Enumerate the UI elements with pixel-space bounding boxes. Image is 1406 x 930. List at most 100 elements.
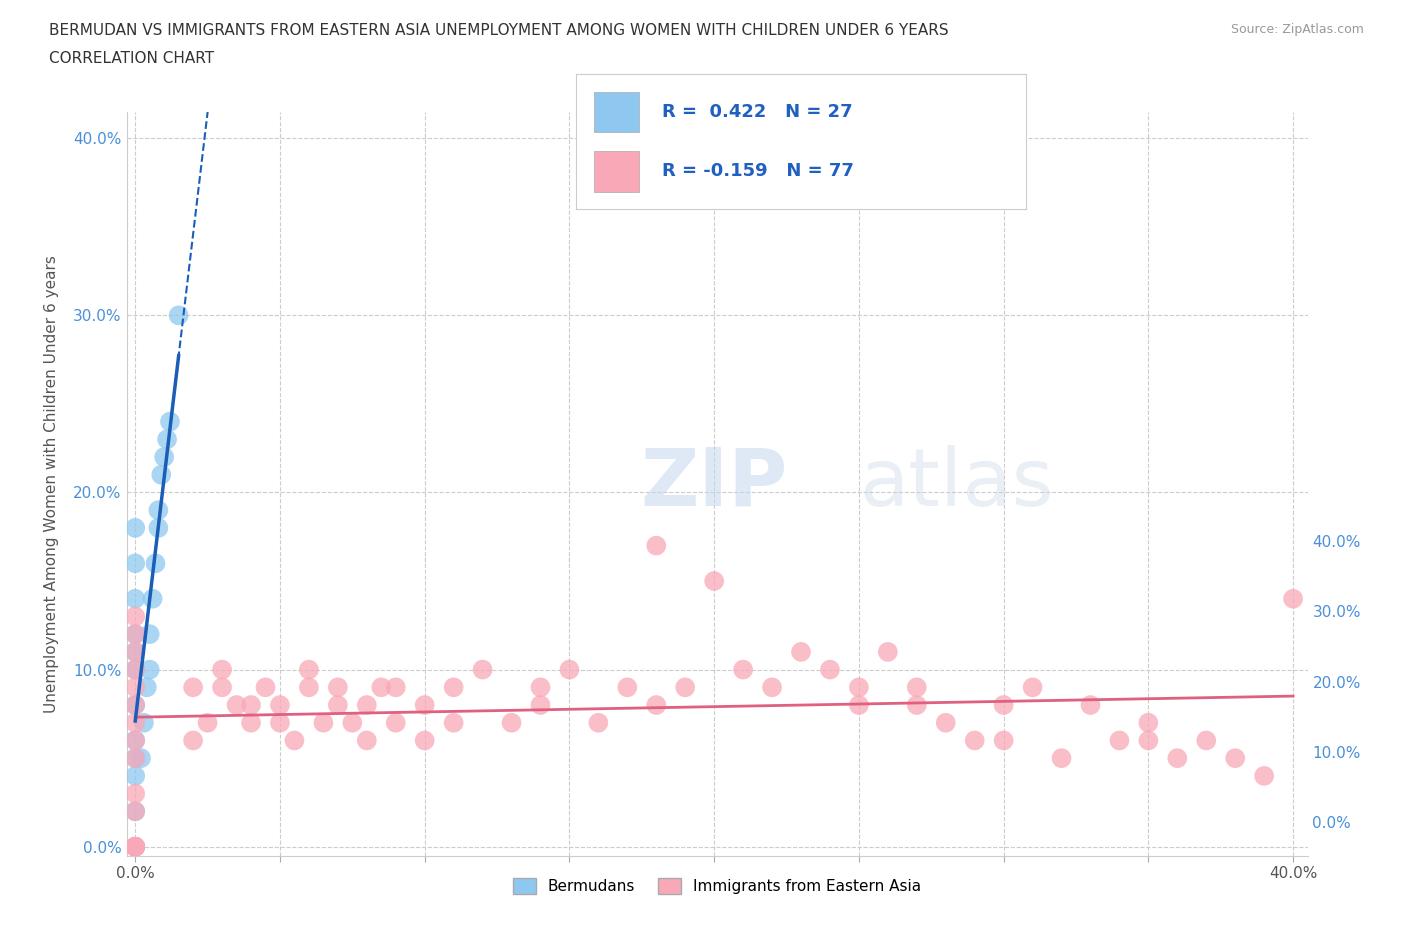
Point (124, 751, 146, 765)
Point (848, 680, 870, 695)
Point (124, 627, 146, 642)
Point (370, 680, 392, 695)
Point (181, 733, 204, 748)
Point (312, 715, 335, 730)
Point (124, 839, 146, 854)
Point (935, 715, 957, 730)
Point (1137, 715, 1160, 730)
Point (124, 839, 146, 854)
Point (588, 715, 610, 730)
Point (342, 715, 364, 730)
Point (413, 733, 436, 748)
Point (124, 698, 146, 712)
Text: ZIP: ZIP (640, 445, 787, 523)
Y-axis label: Unemployment Among Women with Children Under 6 years: Unemployment Among Women with Children U… (45, 255, 59, 712)
Point (905, 698, 928, 712)
Point (269, 698, 291, 712)
Point (197, 715, 219, 730)
FancyBboxPatch shape (595, 92, 640, 132)
Point (124, 556, 146, 571)
Point (1195, 733, 1218, 748)
Point (124, 521, 146, 536)
Point (1253, 768, 1275, 783)
Point (616, 680, 638, 695)
Point (148, 503, 170, 518)
Point (905, 680, 928, 695)
Point (1137, 733, 1160, 748)
Point (963, 733, 986, 748)
Point (673, 680, 696, 695)
Point (356, 698, 378, 712)
Point (384, 680, 406, 695)
Point (124, 644, 146, 659)
Point (124, 698, 146, 712)
Point (558, 662, 581, 677)
Point (443, 680, 465, 695)
Text: Source: ZipAtlas.com: Source: ZipAtlas.com (1230, 23, 1364, 36)
Point (124, 733, 146, 748)
Point (733, 662, 755, 677)
Point (148, 521, 170, 536)
Point (159, 414, 181, 429)
Point (356, 733, 378, 748)
Point (124, 627, 146, 642)
Point (124, 839, 146, 854)
Point (240, 698, 263, 712)
Point (181, 680, 204, 695)
Point (124, 662, 146, 677)
Point (124, 768, 146, 783)
Point (1108, 733, 1130, 748)
Point (413, 698, 436, 712)
Point (145, 556, 167, 571)
Point (1021, 680, 1043, 695)
Point (124, 680, 146, 695)
Point (129, 751, 152, 765)
Point (326, 698, 349, 712)
Text: CORRELATION CHART: CORRELATION CHART (49, 51, 214, 66)
Point (993, 733, 1015, 748)
Point (1050, 751, 1073, 765)
Point (298, 662, 321, 677)
Point (1166, 751, 1188, 765)
Point (790, 644, 813, 659)
Point (124, 804, 146, 818)
Point (132, 715, 155, 730)
Point (124, 662, 146, 677)
Point (298, 680, 321, 695)
Point (211, 680, 233, 695)
Point (761, 680, 783, 695)
Point (124, 804, 146, 818)
Point (283, 733, 305, 748)
Point (384, 715, 406, 730)
Point (645, 538, 668, 553)
Point (142, 591, 165, 606)
FancyBboxPatch shape (595, 152, 640, 192)
Point (645, 698, 668, 712)
Point (135, 680, 157, 695)
Point (225, 698, 247, 712)
Point (124, 786, 146, 801)
Point (138, 627, 160, 642)
Point (876, 644, 898, 659)
Point (1080, 698, 1102, 712)
Legend: Bermudans, Immigrants from Eastern Asia: Bermudans, Immigrants from Eastern Asia (506, 871, 928, 900)
Point (211, 662, 233, 677)
Point (269, 715, 291, 730)
Point (529, 680, 551, 695)
Point (993, 698, 1015, 712)
Point (150, 467, 173, 482)
Text: R = -0.159   N = 77: R = -0.159 N = 77 (662, 163, 853, 180)
Point (124, 751, 146, 765)
Point (153, 449, 176, 464)
Point (124, 839, 146, 854)
Point (124, 644, 146, 659)
Text: BERMUDAN VS IMMIGRANTS FROM EASTERN ASIA UNEMPLOYMENT AMONG WOMEN WITH CHILDREN : BERMUDAN VS IMMIGRANTS FROM EASTERN ASIA… (49, 23, 949, 38)
Point (501, 715, 523, 730)
Point (703, 574, 725, 589)
Point (124, 715, 146, 730)
Point (124, 839, 146, 854)
Point (254, 680, 277, 695)
Point (471, 662, 494, 677)
Point (818, 662, 841, 677)
Point (240, 715, 263, 730)
